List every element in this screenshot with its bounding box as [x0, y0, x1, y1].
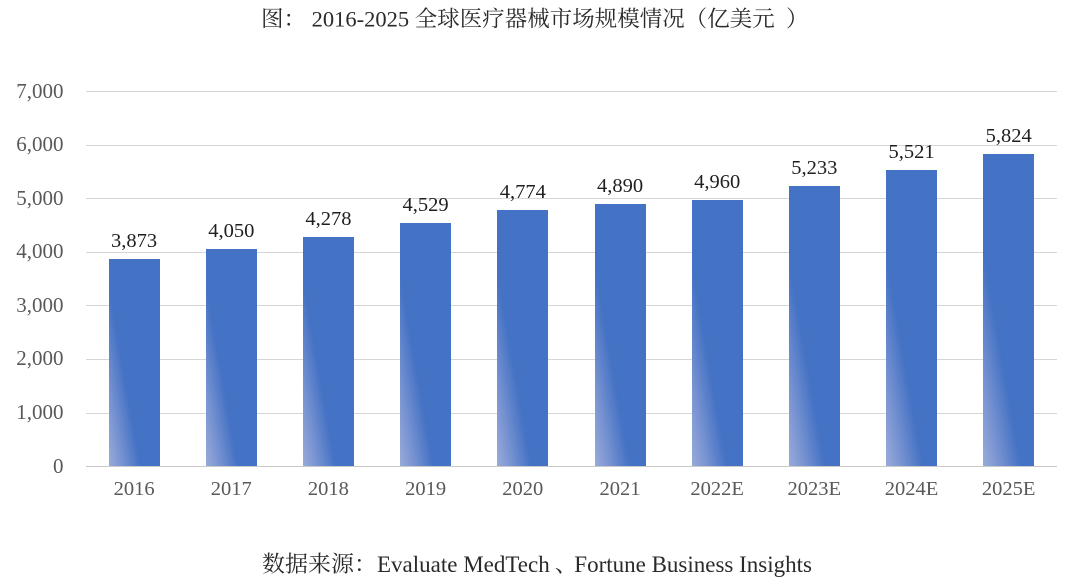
svg-text:Fortune Business Insights: Fortune Business Insights [574, 552, 812, 577]
svg-text:Evaluate MedTech: Evaluate MedTech [377, 552, 550, 577]
svg-text:2016-2025: 2016-2025 [312, 7, 410, 32]
